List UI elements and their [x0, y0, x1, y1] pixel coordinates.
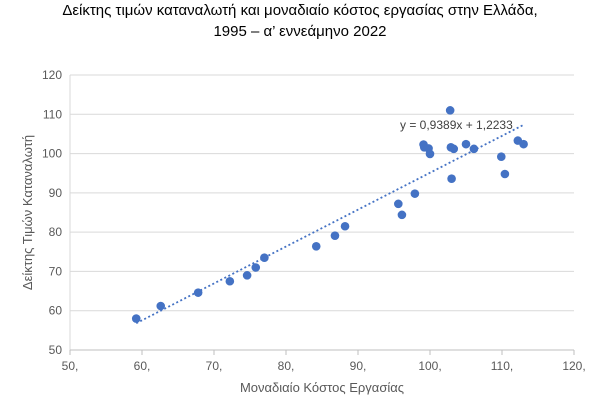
- data-point: [461, 139, 471, 149]
- data-point: [469, 144, 479, 154]
- y-tick-label: 80: [49, 225, 63, 239]
- data-point: [330, 231, 340, 240]
- x-tick-label: 110,: [491, 359, 513, 373]
- y-tick-label: 90: [49, 186, 63, 200]
- data-point: [251, 263, 261, 272]
- data-point: [394, 199, 403, 209]
- data-point: [397, 210, 407, 220]
- y-tick-label: 70: [49, 264, 63, 278]
- data-point: [225, 276, 235, 286]
- data-point: [496, 152, 506, 162]
- data-point: [311, 241, 321, 251]
- x-tick-label: 80,: [278, 359, 295, 373]
- data-point: [410, 189, 420, 198]
- data-point: [519, 139, 528, 149]
- data-point: [193, 288, 203, 297]
- x-tick-label: 70,: [206, 359, 223, 373]
- y-axis-title: Δείκτης Τιμών Καταναλωτή: [20, 135, 35, 290]
- y-tick-label: 120: [42, 68, 62, 82]
- data-point: [447, 174, 456, 184]
- data-point: [340, 221, 350, 231]
- chart-title: Δείκτης τιμών καταναλωτή και μοναδιαίο κ…: [0, 0, 600, 42]
- x-axis-title: Μοναδιαίο Κόστος Εργασίας: [240, 380, 404, 395]
- y-tick-label: 50: [49, 343, 63, 357]
- chart-title-line-1: Δείκτης τιμών καταναλωτή και μοναδιαίο κ…: [62, 2, 538, 19]
- data-point: [445, 106, 455, 115]
- gridlines: [69, 74, 574, 351]
- x-tick-label: 90,: [350, 359, 367, 373]
- chart-title-line-2: 1995 – α’ εννεάμηνο 2022: [213, 23, 387, 40]
- x-tick-label: 60,: [134, 359, 151, 373]
- y-tick-label: 100: [42, 147, 62, 161]
- data-point: [156, 301, 166, 311]
- x-tick-label: 100,: [418, 359, 441, 373]
- x-tick-label: 50,: [62, 359, 79, 373]
- y-axis-ticks: 50 60 70 80 90 100 110 120: [42, 68, 62, 357]
- x-axis-ticks: 50, 60, 70, 80, 90, 100, 110, 120,: [62, 350, 586, 373]
- data-point: [260, 253, 269, 262]
- y-tick-label: 60: [49, 304, 63, 318]
- data-point: [131, 314, 141, 323]
- data-points: [131, 106, 528, 323]
- data-point: [425, 149, 435, 159]
- x-tick-label: 120,: [562, 359, 585, 373]
- data-point: [449, 144, 459, 154]
- data-point: [500, 169, 510, 179]
- trendline-equation: y = 0,9389x + 1,2233: [400, 118, 513, 132]
- y-tick-label: 110: [43, 107, 62, 121]
- data-point: [242, 271, 252, 280]
